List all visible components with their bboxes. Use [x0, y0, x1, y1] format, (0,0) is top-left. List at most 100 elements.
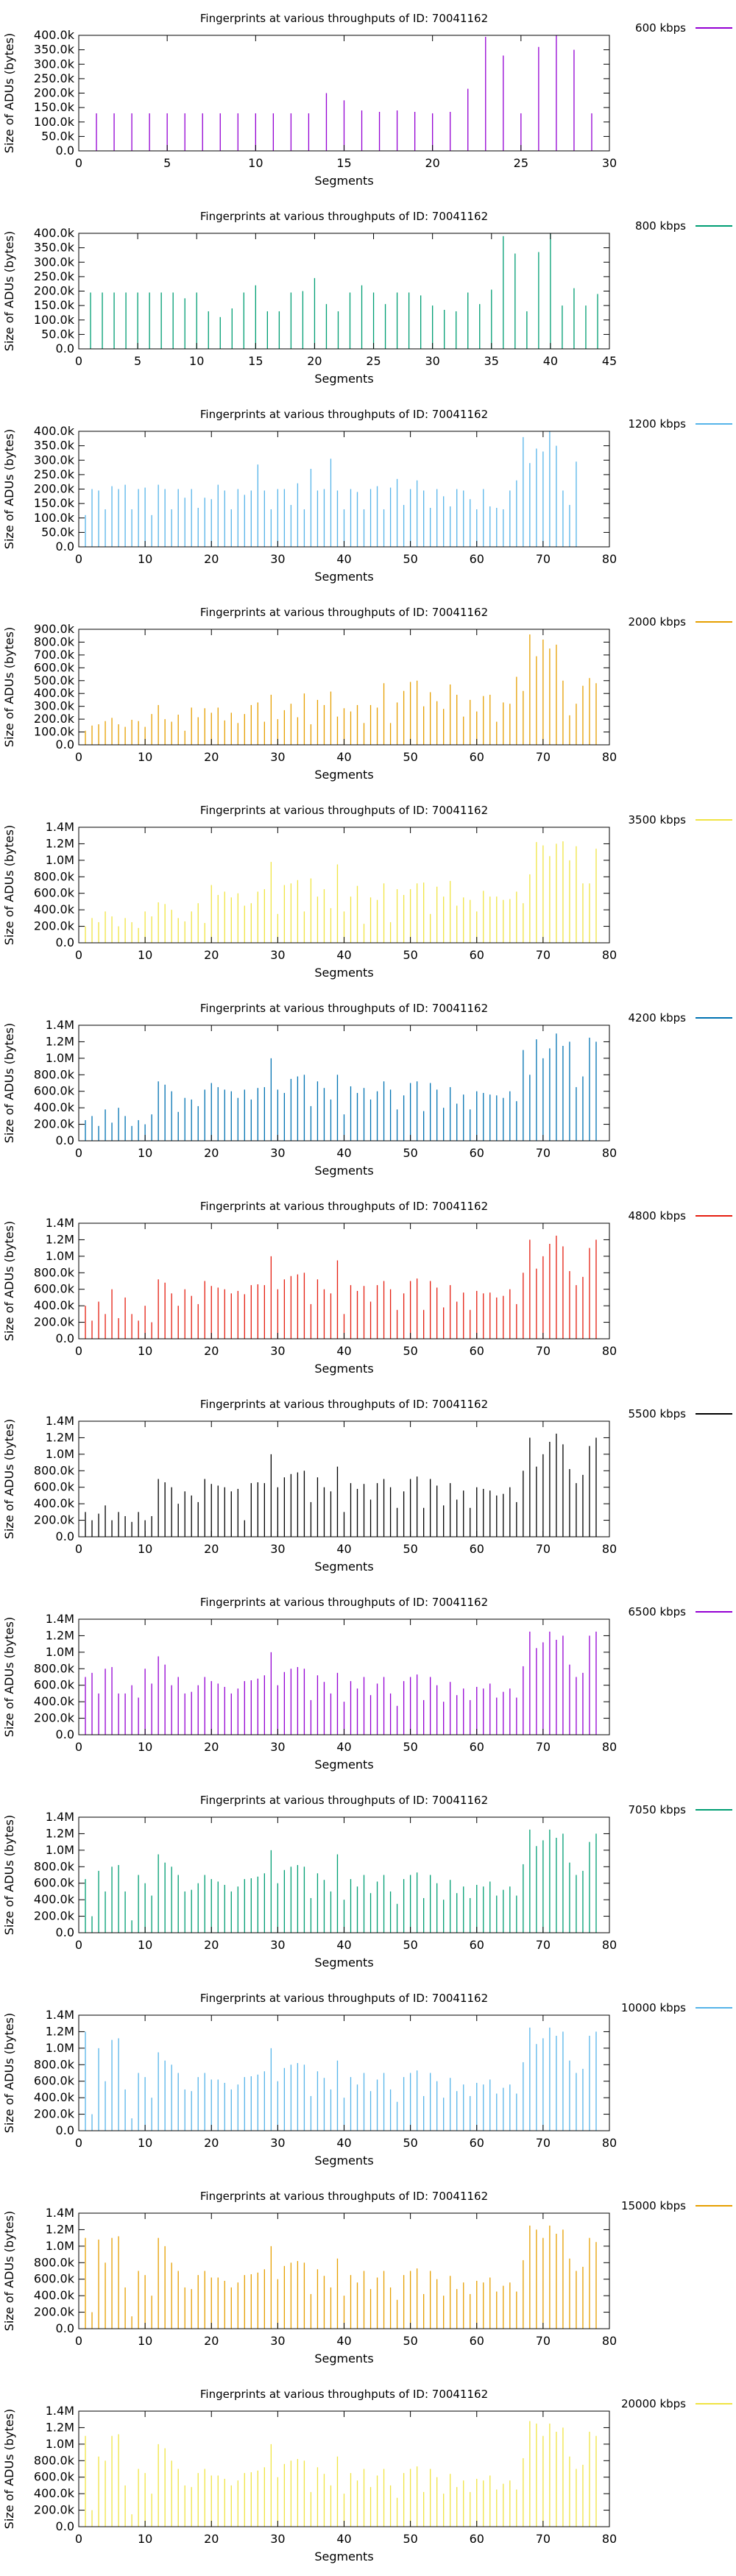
y-tick-label: 1.0M [46, 1249, 74, 1263]
y-tick-label: 200.0k [34, 919, 75, 933]
x-tick-label: 20 [204, 1542, 219, 1556]
x-tick-label: 20 [204, 2136, 219, 2150]
y-tick-label: 800.0k [34, 1859, 75, 1873]
y-tick-label: 1.4M [46, 820, 74, 834]
legend-label: 10000 kbps [621, 2001, 686, 2014]
x-tick-label: 20 [204, 2334, 219, 2348]
x-tick-label: 40 [336, 552, 351, 566]
y-tick-label: 600.0k [34, 886, 75, 900]
y-tick-label: 1.0M [46, 1843, 74, 1857]
x-tick-label: 50 [403, 1740, 417, 1754]
chart-title: Fingerprints at various throughputs of I… [200, 2190, 488, 2203]
x-tick-label: 40 [336, 1740, 351, 1754]
y-tick-label: 700.0k [34, 648, 75, 662]
chart-title: Fingerprints at various throughputs of I… [200, 1596, 488, 1609]
legend-label: 4200 kbps [629, 1011, 687, 1025]
x-axis-label: Segments [314, 2154, 373, 2168]
x-tick-label: 0 [75, 1344, 82, 1358]
y-tick-label: 250.0k [34, 269, 75, 283]
y-axis-label: Size of ADUs (bytes) [2, 1419, 16, 1539]
plot-frame [78, 233, 610, 350]
y-tick-label: 1.4M [46, 1216, 74, 1230]
y-tick-label: 0.0 [56, 737, 74, 751]
x-tick-label: 60 [470, 948, 484, 962]
y-tick-label: 600.0k [34, 1282, 75, 1296]
chart-title: Fingerprints at various throughputs of I… [200, 804, 488, 817]
x-tick-label: 50 [403, 552, 417, 566]
y-tick-label: 1.2M [46, 836, 74, 850]
x-axis-label: Segments [314, 174, 373, 188]
x-tick-label: 30 [270, 1740, 285, 1754]
chart-title: Fingerprints at various throughputs of I… [200, 1992, 488, 2005]
x-tick-label: 0 [75, 1740, 82, 1754]
x-tick-label: 10 [189, 354, 204, 368]
x-tick-label: 60 [470, 2136, 484, 2150]
y-tick-label: 400.0k [34, 686, 75, 700]
x-tick-label: 20 [307, 354, 322, 368]
x-tick-label: 70 [536, 1542, 551, 1556]
chart-title: Fingerprints at various throughputs of I… [200, 408, 488, 421]
y-tick-label: 300.0k [34, 453, 75, 467]
y-tick-label: 200.0k [34, 2107, 75, 2121]
x-tick-label: 50 [403, 750, 417, 764]
y-tick-label: 400.0k [34, 1892, 75, 1906]
x-tick-label: 25 [366, 354, 381, 368]
x-tick-label: 60 [470, 1740, 484, 1754]
y-tick-label: 400.0k [34, 902, 75, 916]
x-tick-label: 10 [138, 948, 152, 962]
x-tick-label: 0 [75, 2532, 82, 2546]
y-tick-label: 800.0k [34, 1463, 75, 1477]
chart-panel: Fingerprints at various throughputs of I… [2, 1200, 732, 1376]
y-tick-label: 100.0k [34, 313, 75, 327]
chart-panel: Fingerprints at various throughputs of I… [2, 2388, 732, 2563]
x-tick-label: 70 [536, 1344, 551, 1358]
x-tick-label: 40 [543, 354, 558, 368]
x-tick-label: 60 [470, 552, 484, 566]
y-tick-label: 250.0k [34, 71, 75, 85]
y-tick-label: 100.0k [34, 115, 75, 129]
legend-label: 2000 kbps [629, 615, 687, 629]
y-tick-label: 0.0 [56, 1331, 74, 1345]
x-tick-label: 50 [403, 1542, 417, 1556]
legend-label: 3500 kbps [629, 813, 687, 827]
chart-panel: Fingerprints at various throughputs of I… [2, 1794, 732, 1970]
x-tick-label: 80 [602, 1542, 617, 1556]
chart-title: Fingerprints at various throughputs of I… [200, 12, 488, 25]
x-tick-label: 50 [403, 1344, 417, 1358]
y-tick-label: 300.0k [34, 699, 75, 713]
chart-panel: Fingerprints at various throughputs of I… [2, 1992, 732, 2168]
x-tick-label: 20 [204, 1938, 219, 1952]
x-axis-label: Segments [314, 1362, 373, 1376]
x-tick-label: 45 [602, 354, 617, 368]
y-tick-label: 800.0k [34, 1661, 75, 1675]
y-tick-label: 800.0k [34, 1265, 75, 1279]
x-tick-label: 10 [248, 156, 263, 170]
x-axis-label: Segments [314, 570, 373, 584]
x-tick-label: 0 [75, 354, 82, 368]
y-tick-label: 1.4M [46, 2008, 74, 2022]
y-tick-label: 0.0 [56, 1925, 74, 1939]
chart-panel: Fingerprints at various throughputs of I… [2, 12, 732, 188]
y-tick-label: 1.0M [46, 1447, 74, 1461]
x-tick-label: 60 [470, 1938, 484, 1952]
legend-label: 1200 kbps [629, 417, 687, 431]
x-tick-label: 80 [602, 2532, 617, 2546]
y-tick-label: 400.0k [34, 1100, 75, 1114]
x-tick-label: 10 [138, 1938, 152, 1952]
y-axis-label: Size of ADUs (bytes) [2, 1815, 16, 1935]
x-axis-label: Segments [314, 372, 373, 386]
x-tick-label: 30 [270, 948, 285, 962]
y-axis-label: Size of ADUs (bytes) [2, 33, 16, 153]
x-tick-label: 10 [138, 2136, 152, 2150]
x-tick-label: 70 [536, 750, 551, 764]
y-tick-label: 400.0k [34, 226, 75, 240]
x-axis-label: Segments [314, 966, 373, 980]
x-tick-label: 60 [470, 2532, 484, 2546]
y-tick-label: 800.0k [34, 869, 75, 883]
legend-label: 5500 kbps [629, 1407, 687, 1420]
x-tick-label: 40 [336, 1542, 351, 1556]
x-tick-label: 60 [470, 750, 484, 764]
x-tick-label: 40 [336, 1344, 351, 1358]
x-tick-label: 40 [336, 948, 351, 962]
